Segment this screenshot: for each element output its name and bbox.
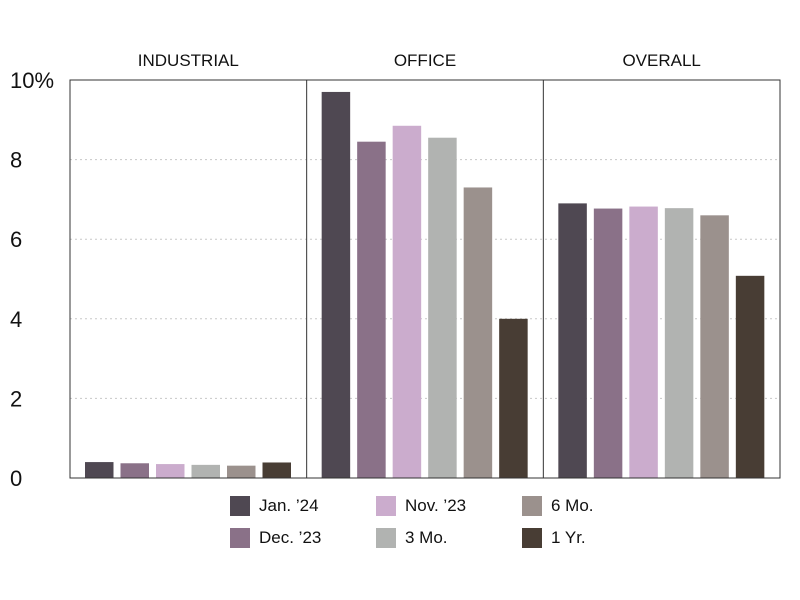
legend-swatch xyxy=(230,528,250,548)
bar-overall-3 xyxy=(664,208,694,478)
legend-label: 6 Mo. xyxy=(551,496,594,515)
bar-industrial-3 xyxy=(191,464,220,478)
bar-office-5 xyxy=(499,318,528,478)
panel-frames xyxy=(69,79,781,479)
y-axis-ticks: 0 2 4 6 8 10% xyxy=(10,68,54,491)
bar-overall-0 xyxy=(558,203,587,478)
bar-office-0 xyxy=(321,91,351,478)
gridlines xyxy=(70,159,780,399)
legend-label: Dec. ’23 xyxy=(259,528,322,547)
y-tick-label: 8 xyxy=(10,148,22,173)
bar-industrial-0 xyxy=(85,462,114,478)
legend: Jan. ’24 Dec. ’23 Nov. ’23 3 Mo. 6 Mo. 1… xyxy=(230,496,630,560)
panel-title-industrial: INDUSTRIAL xyxy=(138,51,239,70)
bar-industrial-5 xyxy=(262,462,291,478)
legend-label: Nov. ’23 xyxy=(405,496,467,515)
bar-overall-5 xyxy=(735,275,765,478)
legend-item-5: 1 Yr. xyxy=(522,528,586,548)
legend-item-3: 3 Mo. xyxy=(376,528,448,548)
y-tick-label: 2 xyxy=(10,386,22,411)
legend-label: 1 Yr. xyxy=(551,528,586,547)
bar-overall-1 xyxy=(593,208,623,478)
bar-overall-2 xyxy=(629,206,658,478)
legend-label: Jan. ’24 xyxy=(259,496,319,515)
y-tick-label: 6 xyxy=(10,227,22,252)
y-tick-label: 0 xyxy=(10,466,22,491)
panel-title-office: OFFICE xyxy=(394,51,456,70)
y-tick-label: 10% xyxy=(10,68,54,93)
legend-swatch xyxy=(376,496,396,516)
legend-swatch xyxy=(522,496,542,516)
bar-industrial-2 xyxy=(156,464,185,478)
bar-office-2 xyxy=(392,125,422,479)
legend-item-1: Dec. ’23 xyxy=(230,528,321,548)
bar-office-4 xyxy=(463,187,493,478)
bar-industrial-4 xyxy=(227,465,256,478)
legend-swatch xyxy=(230,496,250,516)
bar-office-3 xyxy=(428,137,457,478)
legend-swatch xyxy=(376,528,396,548)
legend-item-4: 6 Mo. xyxy=(522,496,594,516)
legend-label: 3 Mo. xyxy=(405,528,448,547)
legend-item-2: Nov. ’23 xyxy=(376,496,466,516)
bar-office-1 xyxy=(357,141,386,478)
panel-titles: INDUSTRIAL OFFICE OVERALL xyxy=(138,51,701,70)
legend-item-0: Jan. ’24 xyxy=(230,496,319,516)
bar-overall-4 xyxy=(700,215,729,478)
bar-industrial-1 xyxy=(120,463,149,478)
y-tick-label: 4 xyxy=(10,307,22,332)
panel-title-overall: OVERALL xyxy=(622,51,700,70)
legend-swatch xyxy=(522,528,542,548)
bars xyxy=(85,91,765,479)
plot-frame xyxy=(69,79,781,479)
